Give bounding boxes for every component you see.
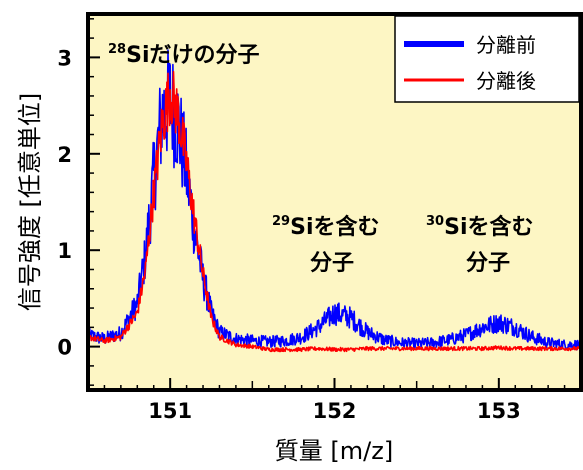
series-layer	[87, 49, 582, 353]
legend-label-before: 分離前	[476, 33, 536, 57]
legend: 分離前 分離後	[394, 15, 580, 103]
annotation-si28-sup: 28	[108, 42, 126, 57]
annotation-si30: 30Siを含む	[426, 214, 533, 240]
annotation-si30-line2: 分子	[466, 251, 510, 276]
annotation-si29-text: Siを含む	[290, 214, 379, 240]
series-line-before	[87, 49, 582, 351]
y-axis: 0 1 2 3	[57, 18, 100, 386]
y-tick-label: 2	[57, 143, 72, 167]
x-axis-title: 質量 [m/z]	[275, 437, 393, 465]
y-axis-title: 信号強度 [任意単位]	[16, 93, 44, 311]
annotation-si28: 28Siだけの分子	[108, 42, 259, 68]
y-tick-label: 0	[57, 336, 72, 360]
annotation-si28-text: Siだけの分子	[126, 43, 259, 68]
x-axis: 151 152 153	[103, 378, 582, 423]
y-tick-label: 3	[57, 46, 72, 70]
annotation-si29-line2: 分子	[310, 251, 354, 276]
legend-box	[394, 15, 580, 103]
annotation-si30-text: Siを含む	[444, 214, 533, 240]
x-tick-label: 151	[148, 399, 192, 423]
series-line-after	[87, 70, 582, 353]
x-tick-label: 152	[313, 399, 357, 423]
x-tick-label: 153	[477, 399, 521, 423]
legend-label-after: 分離後	[476, 69, 536, 93]
y-tick-label: 1	[57, 239, 72, 263]
annotation-si29-sup: 29	[272, 214, 290, 229]
annotation-si30-sup: 30	[426, 214, 444, 229]
annotation-si29: 29Siを含む	[272, 214, 379, 240]
